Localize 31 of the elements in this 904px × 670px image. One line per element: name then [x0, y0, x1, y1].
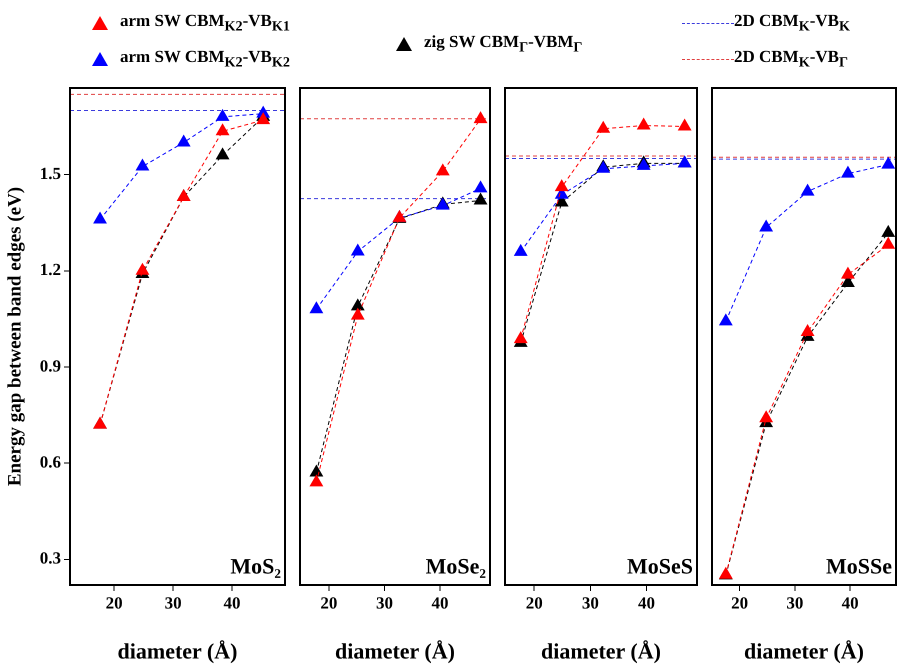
x-tick-label: 40 — [638, 594, 655, 613]
legend-label: 2D CBM$_{K}$-VB$_{K}$ — [734, 11, 850, 36]
x-tick-label: 40 — [223, 594, 240, 613]
annotation: MoSeS — [627, 554, 693, 579]
x-tick-label: 30 — [786, 594, 804, 613]
y-tick-label: 0.3 — [40, 548, 61, 568]
y-tick-label: 1.2 — [40, 260, 61, 280]
x-axis-title: diameter (Å) — [744, 638, 864, 664]
x-tick-label: 40 — [432, 594, 448, 613]
x-tick-label: 30 — [164, 594, 182, 613]
x-tick-label: 30 — [582, 594, 599, 613]
legend-label: zig SW CBM$_{Γ}$-VBM$_{Γ}$ — [424, 32, 582, 56]
annotation: MoS₂ — [230, 554, 282, 579]
x-axis-title: diameter (Å) — [118, 638, 238, 664]
y-axis-title: Energy gap between band edges (eV) — [4, 186, 26, 486]
x-axis-title: diameter (Å) — [541, 638, 661, 664]
annotation: MoSe₂ — [426, 554, 486, 579]
y-tick-label: 1.5 — [40, 164, 61, 183]
annotation: MoSSe — [826, 554, 892, 579]
x-tick-label: 20 — [526, 594, 543, 613]
x-tick-label: 30 — [376, 594, 393, 613]
x-tick-label: 20 — [106, 594, 123, 613]
legend-label: arm SW CBM$_{K2}$-VB$_{K1}$ — [120, 11, 290, 36]
legend-label: 2D CBM$_{K}$-VB$_{Γ}$ — [734, 47, 848, 72]
x-tick-label: 20 — [320, 594, 338, 613]
x-tick-label: 40 — [842, 594, 859, 613]
y-tick-label: 0.9 — [40, 356, 61, 376]
x-axis-title: diameter (Å) — [335, 638, 455, 664]
x-tick-label: 20 — [731, 594, 748, 613]
legend-label: arm SW CBM$_{K2}$-VB$_{K2}$ — [120, 47, 290, 72]
y-tick-label: 0.6 — [40, 452, 61, 472]
